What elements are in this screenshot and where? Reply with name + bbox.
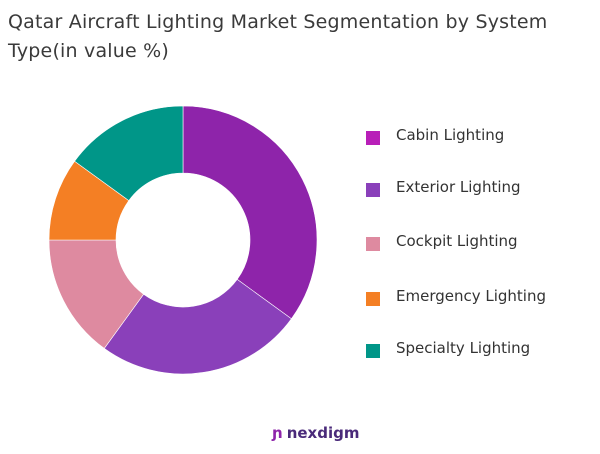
- legend-swatch: [366, 183, 380, 197]
- brand-name: nexdigm: [286, 424, 360, 442]
- legend-swatch: [366, 237, 380, 251]
- brand-logo: ɲ nexdigm: [272, 424, 359, 442]
- slice-exterior-lighting: [103, 278, 292, 375]
- legend-label: Specialty Lighting: [396, 339, 531, 357]
- logo-icon: ɲ: [272, 424, 283, 442]
- chart-title: Qatar Aircraft Lighting Market Segmentat…: [8, 11, 548, 62]
- legend-swatch: [366, 131, 380, 145]
- legend-label: Emergency Lighting: [396, 287, 546, 305]
- slice-specialty-lighting: [74, 105, 184, 202]
- legend-swatch: [366, 292, 380, 306]
- legend-label: Cockpit Lighting: [396, 232, 518, 250]
- legend-swatch: [366, 344, 380, 358]
- legend-label: Cabin Lighting: [396, 126, 505, 144]
- slice-cabin-lighting: [182, 105, 318, 320]
- legend-label: Exterior Lighting: [396, 178, 521, 196]
